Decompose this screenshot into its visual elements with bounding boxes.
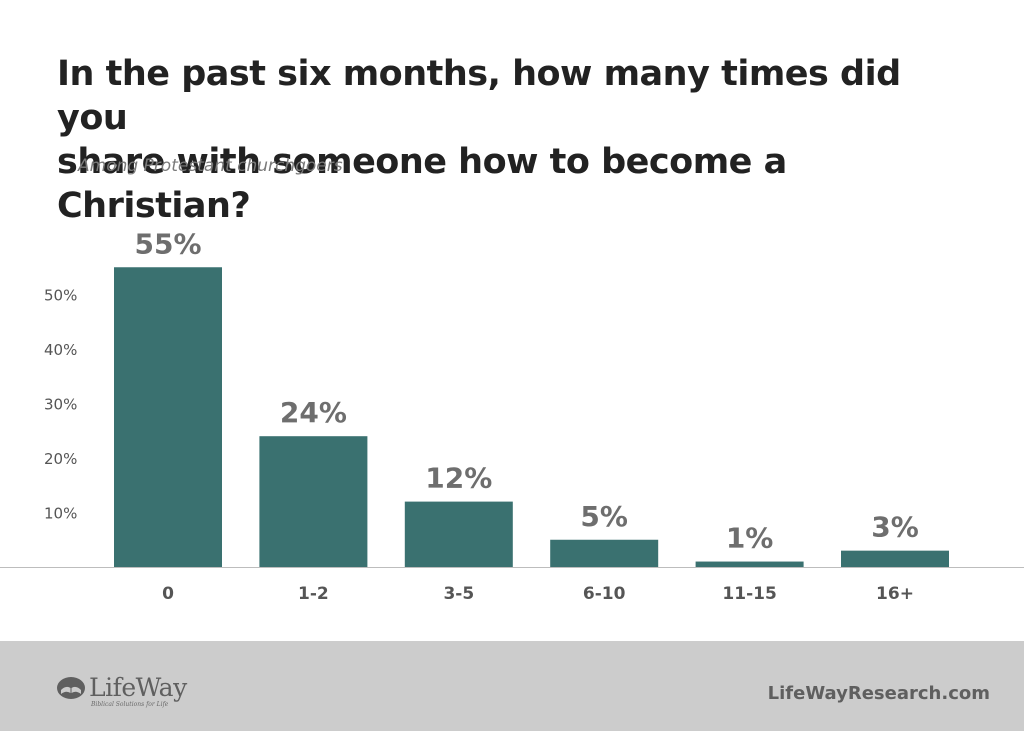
- bar-value-label: 5%: [580, 500, 628, 533]
- bar-value-label: 55%: [134, 227, 201, 260]
- chart-title: In the past six months, how many times d…: [57, 52, 957, 228]
- y-tick-label: 30%: [44, 396, 77, 414]
- chart-title-line-1: In the past six months, how many times d…: [57, 54, 901, 138]
- chart-title-line-2: share with someone how to become a Chris…: [57, 142, 787, 226]
- lifeway-logo: LifeWay Biblical Solutions for Life: [56, 673, 187, 716]
- bar: [695, 561, 804, 567]
- logo-tagline: Biblical Solutions for Life: [91, 701, 169, 708]
- x-category-label: 0: [162, 584, 174, 604]
- logo-wordmark: LifeWay: [89, 673, 187, 702]
- x-category-label: 11-15: [722, 584, 776, 604]
- x-category-label: 3-5: [443, 584, 474, 604]
- bar-value-label: 1%: [726, 522, 774, 555]
- footer-bar: LifeWay Biblical Solutions for Life Life…: [0, 641, 1024, 731]
- bar: [259, 436, 368, 567]
- website-url[interactable]: LifeWayResearch.com: [767, 683, 990, 704]
- bar: [114, 267, 222, 567]
- y-tick-label: 40%: [44, 341, 77, 359]
- x-category-label: 6-10: [583, 584, 626, 604]
- x-category-label: 1-2: [298, 584, 329, 604]
- bar-value-label: 12%: [425, 462, 492, 495]
- open-book-icon: [57, 677, 85, 699]
- bar-value-label: 3%: [871, 511, 919, 544]
- y-tick-label: 10%: [44, 505, 77, 523]
- y-tick-label: 20%: [44, 450, 77, 468]
- bar-value-label: 24%: [280, 396, 347, 429]
- x-category-label: 16+: [876, 584, 914, 604]
- chart-subtitle: Among Protestant churchgoers: [78, 156, 343, 176]
- bar: [550, 539, 659, 567]
- bar-chart: 10% 20% 30% 40% 50% 55% 0 24% 1-2 12% 3-5 5% 6-10 1% 1…: [0, 227, 1024, 604]
- y-tick-label: 50%: [44, 287, 77, 305]
- bar: [841, 550, 949, 567]
- bar: [404, 501, 513, 567]
